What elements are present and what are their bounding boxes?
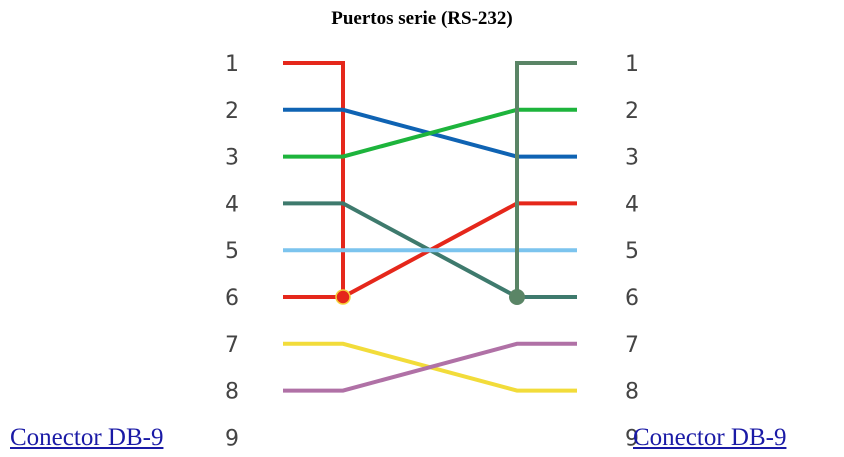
right-pin-label-5: 5 [625, 239, 639, 264]
wires [283, 61, 577, 393]
right-pin-label-6: 6 [625, 286, 639, 311]
right-junction-dot [509, 289, 525, 305]
left-pin-label-3: 3 [225, 146, 239, 171]
left-pin-label-8: 8 [225, 380, 239, 405]
wire-pink [283, 341, 577, 393]
right-pin-label-8: 8 [625, 380, 639, 405]
right-pin-label-1: 1 [625, 52, 639, 77]
left-pin-label-6: 6 [225, 286, 239, 311]
wire-red [283, 61, 577, 301]
right-pin-label-3: 3 [625, 146, 639, 171]
right-pin-label-2: 2 [625, 99, 639, 124]
left-pin-label-4: 4 [225, 192, 239, 217]
left-pin-label-7: 7 [225, 333, 239, 358]
right-pin-label-4: 4 [625, 192, 639, 217]
left-junction-dot [335, 289, 351, 305]
right-pin-label-9: 9 [625, 426, 639, 451]
wire-green [283, 107, 577, 159]
left-pin-labels: 1 2 3 4 5 6 7 8 9 [225, 52, 239, 451]
left-connector-link[interactable]: Conector DB-9 [10, 424, 164, 451]
left-pin-label-2: 2 [225, 99, 239, 124]
right-connector-link[interactable]: Conector DB-9 [633, 424, 787, 451]
wire-olive [515, 61, 577, 297]
diagram-title: Puertos serie (RS-232) [331, 8, 513, 29]
left-pin-label-1: 1 [225, 52, 239, 77]
right-pin-labels: 1 2 3 4 5 6 7 8 9 [625, 52, 639, 451]
right-pin-label-7: 7 [625, 333, 639, 358]
left-pin-label-5: 5 [225, 239, 239, 264]
left-pin-label-9: 9 [225, 426, 239, 451]
